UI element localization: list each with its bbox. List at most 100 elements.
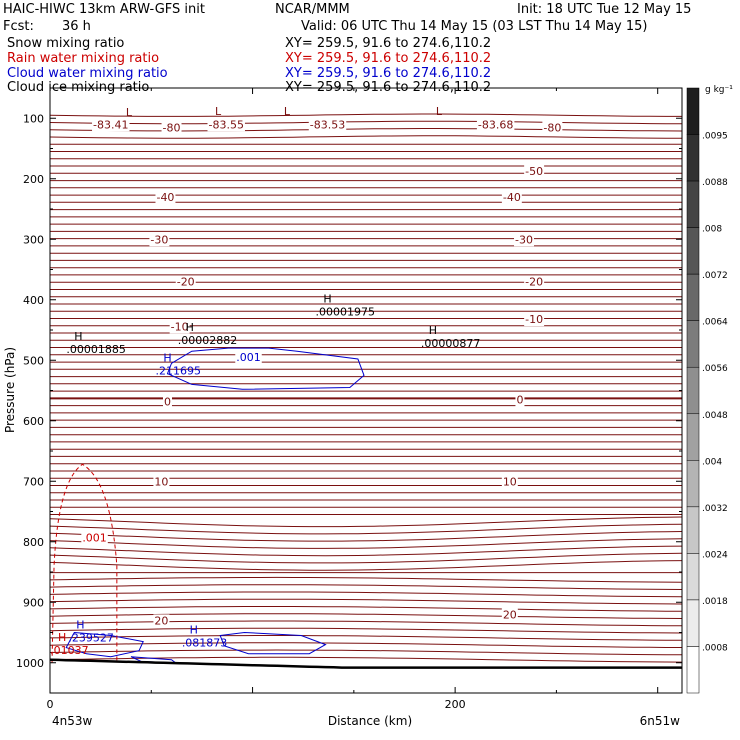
isotherm-label: -50 — [525, 165, 543, 178]
colorbar-swatch — [686, 506, 700, 554]
field-snow-name: Snow mixing ratio — [7, 36, 125, 51]
isotherm-label: 0 — [516, 394, 523, 407]
high-value: .211695 — [155, 364, 201, 377]
colorbar-swatch — [686, 599, 700, 647]
high-marker: H — [186, 321, 194, 334]
y-tick-label: 500 — [23, 354, 44, 367]
rain-water-label: .001 — [82, 532, 107, 545]
isotherm-line — [49, 120, 682, 125]
y-tick-label: 300 — [23, 233, 44, 246]
isotherm-line — [49, 576, 683, 583]
isotherm-label: -40 — [156, 191, 174, 204]
high-marker: H — [429, 324, 437, 337]
high-marker: H — [163, 351, 171, 364]
isotherm-line — [49, 128, 683, 132]
isotherm-line — [49, 560, 683, 571]
isotherm-label: 0 — [164, 395, 171, 408]
init-time: Init: 18 UTC Tue 12 May 15 — [517, 2, 692, 17]
temperature-contours — [49, 113, 683, 663]
isotherm-label: -83.41 — [93, 118, 128, 131]
plot-frame — [49, 87, 683, 694]
colorbar-swatch — [686, 460, 700, 508]
high-value: .239527 — [68, 632, 114, 645]
colorbar-swatch — [686, 87, 700, 135]
isotherm-label: -10 — [525, 313, 543, 326]
field-snow-xy: XY= 259.5, 91.6 to 274.6,110.2 — [285, 36, 492, 51]
isotherm-line — [49, 545, 683, 557]
colorbar: .0095 .0088 .008 .0072 .0064 .0056 .0048 .004 .0… — [686, 87, 728, 694]
cloud-water-label: .001 — [236, 351, 261, 364]
high-marker: H — [74, 330, 82, 343]
isotherm-label: 10 — [154, 475, 168, 488]
isotherm-label: -20 — [177, 276, 195, 289]
high-value: .081873 — [182, 637, 228, 650]
isotherm-line — [49, 620, 683, 627]
field-rain-name: Rain water mixing ratio — [7, 51, 160, 66]
y-tick-label: 100 — [23, 112, 44, 125]
colorbar-swatch — [686, 273, 700, 321]
isotherm-line — [49, 516, 683, 528]
high-value: .00001975 — [316, 306, 376, 319]
isotherm-line — [49, 613, 683, 619]
high-value: .00001885 — [66, 343, 126, 356]
isotherm-label: -80 — [543, 121, 561, 134]
y-tick-label: 700 — [23, 475, 44, 488]
isotherm-label: 10 — [503, 475, 517, 488]
isotherm-label: -83.68 — [478, 118, 513, 131]
y-tick-label: 200 — [23, 173, 44, 186]
colorbar-label: .0064 — [702, 318, 728, 328]
isotherm-label: -83.55 — [208, 118, 243, 131]
isotherm-label: -30 — [515, 233, 533, 246]
colorbar-swatch — [686, 227, 700, 275]
terrain-path — [49, 658, 682, 669]
cloud-water-contour — [219, 631, 327, 655]
colorbar-swatch — [686, 646, 700, 694]
terrain-line — [49, 658, 682, 669]
label-background — [476, 118, 515, 132]
x-axis-title: Distance (km) — [328, 714, 412, 728]
y-tick-label: 400 — [23, 294, 44, 307]
right-endpoint-label: 6n51w — [640, 714, 681, 728]
x-tick-label: 200 — [445, 698, 466, 711]
field-cloudwater-name: Cloud water mixing ratio — [7, 66, 168, 81]
label-background — [308, 118, 347, 132]
colorbar-swatch — [686, 553, 700, 601]
label-background — [514, 233, 534, 247]
colorbar-swatch — [686, 366, 700, 415]
low-marker: L — [126, 106, 133, 119]
y-tick-label: 600 — [23, 415, 44, 428]
x-axis: 0 200 — [47, 88, 659, 711]
isotherm-label: -80 — [163, 121, 181, 134]
label-background — [153, 614, 170, 628]
y-tick-label: 800 — [23, 536, 44, 549]
isotherm-label: 20 — [154, 614, 168, 627]
colorbar-label: .0008 — [702, 643, 728, 653]
label-background — [524, 275, 545, 289]
isotherm-line — [49, 584, 683, 590]
isotherm-line — [49, 591, 683, 598]
field-cloudwater-xy: XY= 259.5, 91.6 to 274.6,110.2 — [285, 66, 492, 81]
contour-labels: -83.41 -80 -83.55 -83.53 -83.68 -80 -50 -40 -40 -… — [50, 105, 563, 657]
colorbar-label: .0056 — [702, 364, 728, 374]
field-rain-xy: XY= 259.5, 91.6 to 274.6,110.2 — [285, 51, 492, 66]
left-endpoint-label: 4n53w — [52, 714, 93, 728]
colorbar-swatch — [686, 134, 700, 182]
isotherm-label: 20 — [503, 608, 517, 621]
label-background — [92, 118, 130, 132]
forecast-hours: 36 h — [62, 19, 91, 34]
isotherm-line — [49, 523, 683, 535]
valid-time: Valid: 06 UTC Thu 14 May 15 (03 LST Thu … — [301, 19, 648, 34]
isotherm-label: -83.53 — [310, 118, 345, 131]
label-background — [524, 313, 545, 327]
label-background — [81, 531, 108, 545]
colorbar-swatch — [686, 320, 700, 368]
colorbar-swatch — [686, 180, 700, 228]
high-marker: H — [190, 624, 198, 637]
plot-border — [49, 87, 683, 694]
label-background — [161, 121, 182, 135]
high-value: .01037 — [50, 644, 89, 657]
isotherm-line — [49, 538, 683, 549]
isotherm-line — [49, 642, 682, 648]
